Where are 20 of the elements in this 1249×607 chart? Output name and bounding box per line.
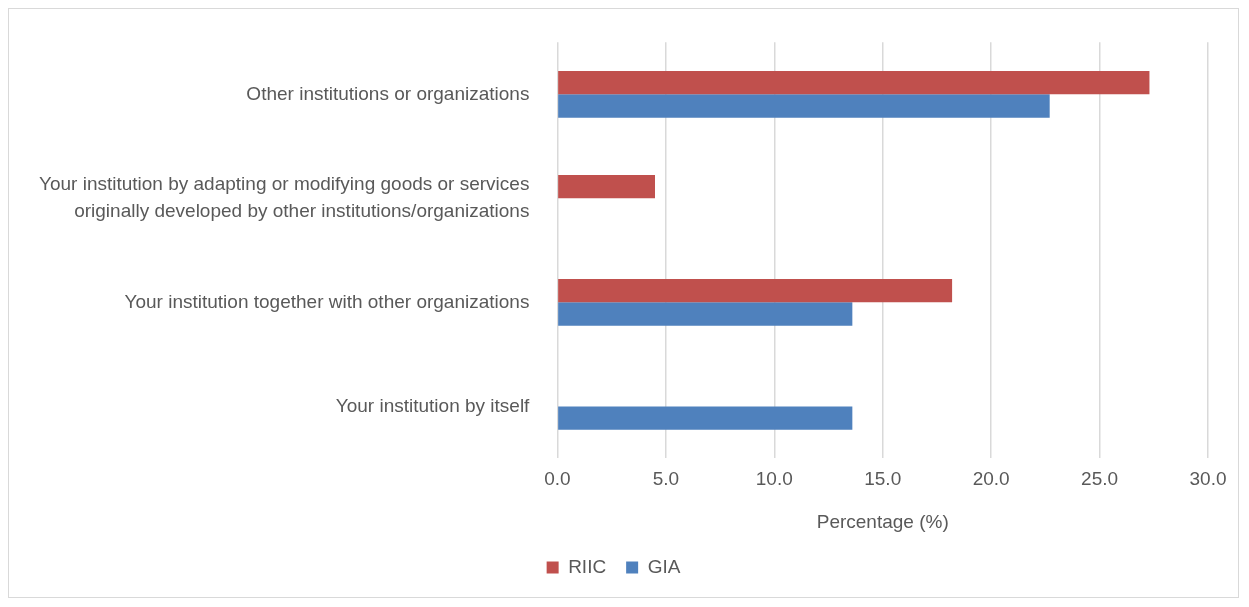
y-tick-label: Your institution together with other organizations [124, 290, 530, 312]
bar [558, 94, 1050, 118]
legend-label: RIIC [568, 555, 607, 577]
x-tick-label: 5.0 [652, 468, 680, 490]
y-tick-label: Your institution by itself [335, 394, 531, 416]
x-tick-label: 20.0 [972, 468, 1010, 490]
bar [558, 406, 853, 430]
x-tick-label: 15.0 [864, 468, 902, 490]
y-tick-label: Your institution by adapting or modifying goods or services originally developed by other institutions/organizations [38, 173, 530, 221]
y-tick-label: Other institutions or organizations [246, 82, 530, 104]
bar [558, 70, 1150, 95]
x-tick-label: 10.0 [755, 468, 793, 490]
legend-label: GIA [647, 555, 681, 577]
bar [558, 174, 655, 199]
bar [558, 302, 853, 326]
x-tick-label: 0.0 [544, 468, 571, 490]
bar [558, 278, 953, 303]
x-tick-label: 30.0 [1189, 468, 1227, 490]
x-axis-title: Percentage (%) [816, 510, 949, 532]
x-tick-label: 25.0 [1081, 468, 1119, 490]
